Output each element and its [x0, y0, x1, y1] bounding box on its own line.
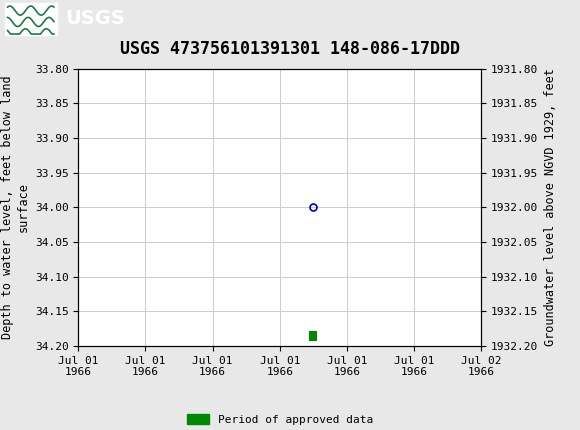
FancyBboxPatch shape — [5, 3, 57, 35]
Text: USGS 473756101391301 148-086-17DDD: USGS 473756101391301 148-086-17DDD — [120, 40, 460, 58]
Text: USGS: USGS — [66, 9, 125, 28]
Y-axis label: Depth to water level, feet below land
surface: Depth to water level, feet below land su… — [1, 76, 29, 339]
Legend: Period of approved data: Period of approved data — [182, 410, 378, 429]
Bar — [309, 331, 317, 341]
Y-axis label: Groundwater level above NGVD 1929, feet: Groundwater level above NGVD 1929, feet — [544, 68, 557, 347]
